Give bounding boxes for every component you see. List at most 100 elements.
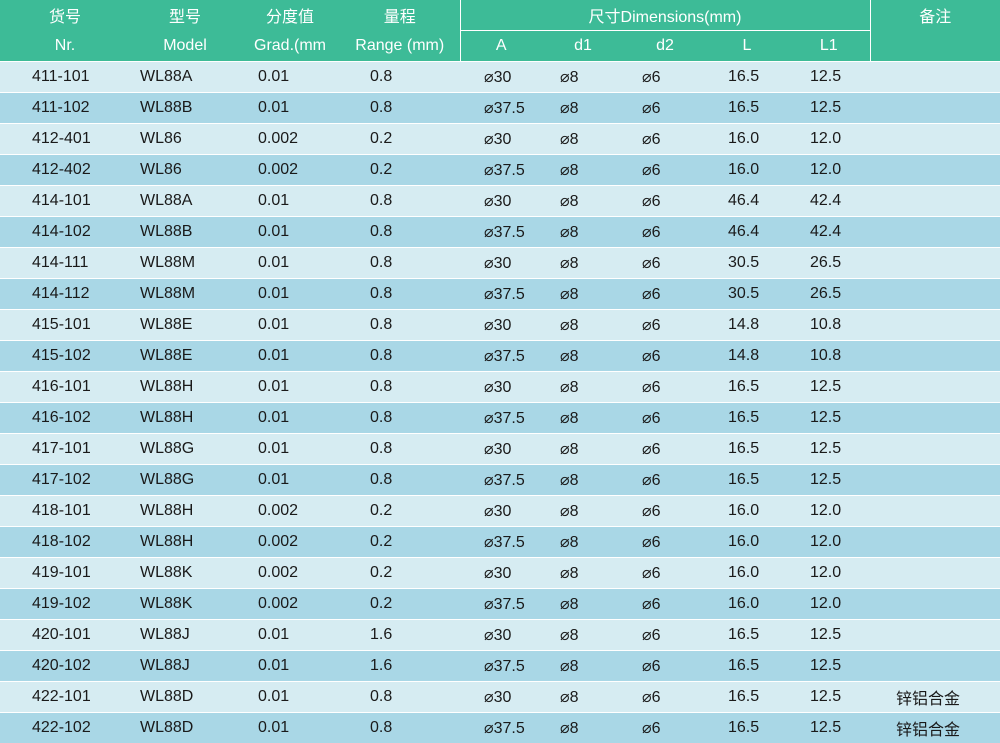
cell-dim-d1: ⌀8	[542, 713, 624, 743]
cell-note	[870, 558, 1000, 589]
cell-dim-l1: 12.0	[788, 558, 870, 589]
cell-dim-l: 16.5	[706, 372, 788, 403]
cell-dim-d1: ⌀8	[542, 620, 624, 651]
cell-dim-l: 16.5	[706, 62, 788, 93]
cell-range: 0.2	[340, 527, 460, 558]
cell-range: 0.2	[340, 124, 460, 155]
cell-dim-l: 16.5	[706, 434, 788, 465]
cell-dim-l: 30.5	[706, 248, 788, 279]
cell-nr: 420-101	[0, 620, 130, 651]
cell-dim-l1: 42.4	[788, 186, 870, 217]
cell-grad: 0.01	[240, 465, 340, 496]
cell-dim-d2: ⌀6	[624, 279, 706, 310]
cell-model: WL88H	[130, 403, 240, 434]
header-model-cn: 型号	[130, 0, 240, 31]
cell-note	[870, 651, 1000, 682]
cell-dim-a: ⌀37.5	[460, 155, 542, 186]
cell-dim-d2: ⌀6	[624, 713, 706, 743]
cell-dim-l1: 12.5	[788, 682, 870, 713]
cell-grad: 0.01	[240, 713, 340, 743]
cell-dim-d2: ⌀6	[624, 558, 706, 589]
cell-model: WL88H	[130, 372, 240, 403]
cell-model: WL88D	[130, 682, 240, 713]
cell-dim-a: ⌀30	[460, 682, 542, 713]
cell-dim-a: ⌀37.5	[460, 279, 542, 310]
cell-model: WL88H	[130, 527, 240, 558]
cell-model: WL88M	[130, 248, 240, 279]
cell-note	[870, 496, 1000, 527]
cell-dim-d1: ⌀8	[542, 217, 624, 248]
cell-range: 0.8	[340, 713, 460, 743]
cell-note	[870, 310, 1000, 341]
cell-dim-a: ⌀37.5	[460, 713, 542, 743]
cell-dim-l: 16.0	[706, 527, 788, 558]
cell-range: 0.8	[340, 279, 460, 310]
cell-note	[870, 527, 1000, 558]
header-model-en: Model	[130, 31, 240, 62]
cell-note	[870, 589, 1000, 620]
cell-dim-d2: ⌀6	[624, 651, 706, 682]
cell-dim-l: 16.5	[706, 620, 788, 651]
header-nr-en: Nr.	[0, 31, 130, 62]
cell-range: 0.8	[340, 434, 460, 465]
cell-note	[870, 341, 1000, 372]
cell-nr: 419-102	[0, 589, 130, 620]
cell-dim-d2: ⌀6	[624, 403, 706, 434]
cell-dim-l: 16.5	[706, 651, 788, 682]
cell-model: WL88K	[130, 589, 240, 620]
cell-nr: 417-102	[0, 465, 130, 496]
cell-model: WL88J	[130, 620, 240, 651]
cell-dim-l1: 26.5	[788, 279, 870, 310]
cell-model: WL86	[130, 155, 240, 186]
cell-dim-l1: 12.5	[788, 372, 870, 403]
cell-dim-d2: ⌀6	[624, 341, 706, 372]
cell-dim-d2: ⌀6	[624, 248, 706, 279]
cell-dim-a: ⌀30	[460, 248, 542, 279]
cell-dim-d2: ⌀6	[624, 682, 706, 713]
header-dim-a: A	[460, 31, 542, 62]
cell-note	[870, 434, 1000, 465]
cell-dim-d1: ⌀8	[542, 341, 624, 372]
cell-nr: 417-101	[0, 434, 130, 465]
cell-dim-a: ⌀37.5	[460, 651, 542, 682]
cell-grad: 0.002	[240, 589, 340, 620]
cell-grad: 0.01	[240, 682, 340, 713]
cell-dim-d2: ⌀6	[624, 496, 706, 527]
cell-model: WL88K	[130, 558, 240, 589]
cell-note	[870, 620, 1000, 651]
cell-note	[870, 155, 1000, 186]
cell-dim-a: ⌀30	[460, 186, 542, 217]
cell-dim-d2: ⌀6	[624, 527, 706, 558]
cell-grad: 0.01	[240, 248, 340, 279]
cell-nr: 418-101	[0, 496, 130, 527]
header-dim-d2: d2	[624, 31, 706, 62]
cell-range: 0.2	[340, 589, 460, 620]
header-grad-en: Grad.(mm	[240, 31, 340, 62]
cell-dim-l: 16.5	[706, 465, 788, 496]
cell-nr: 412-401	[0, 124, 130, 155]
cell-dim-a: ⌀37.5	[460, 217, 542, 248]
cell-dim-d2: ⌀6	[624, 310, 706, 341]
cell-dim-l: 16.0	[706, 124, 788, 155]
cell-model: WL86	[130, 124, 240, 155]
cell-nr: 422-102	[0, 713, 130, 743]
cell-grad: 0.01	[240, 620, 340, 651]
cell-dim-l: 16.5	[706, 682, 788, 713]
cell-dim-d2: ⌀6	[624, 620, 706, 651]
cell-range: 0.2	[340, 496, 460, 527]
cell-range: 0.8	[340, 682, 460, 713]
cell-nr: 416-102	[0, 403, 130, 434]
cell-model: WL88G	[130, 465, 240, 496]
cell-grad: 0.002	[240, 155, 340, 186]
cell-grad: 0.01	[240, 651, 340, 682]
